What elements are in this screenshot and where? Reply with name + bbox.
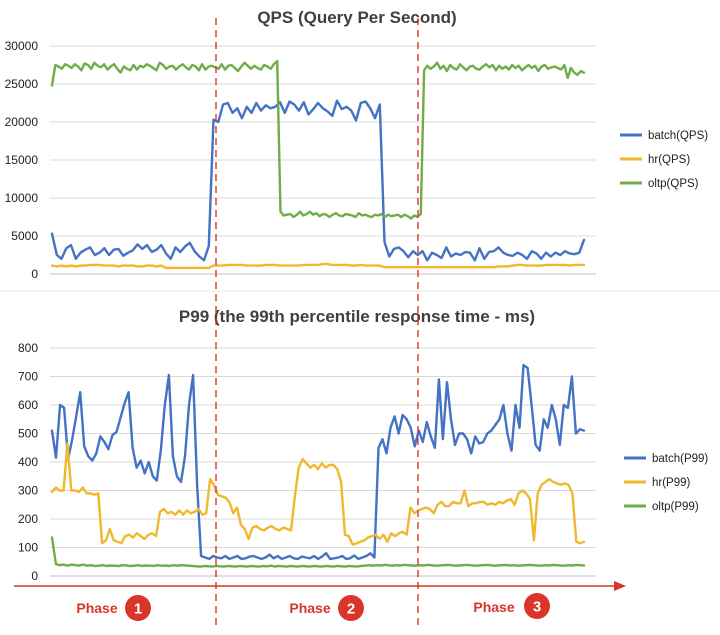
phase-1-label: Phase <box>76 600 117 616</box>
qps-legend-label: hr(QPS) <box>648 154 690 166</box>
phase-3-number: 3 <box>533 599 541 616</box>
p99-y-tick-label: 0 <box>31 569 38 583</box>
qps-chart-title: QPS (Query Per Second) <box>257 8 456 27</box>
phase-3-label: Phase <box>473 599 514 615</box>
p99-series-line-batchp99 <box>50 363 586 561</box>
qps-y-axis: 0 5000 10000 15000 20000 25000 30000 <box>5 39 39 281</box>
phase-1-badge <box>125 595 151 621</box>
p99-y-tick-label: 400 <box>18 455 38 469</box>
phase-2-label: Phase <box>289 600 330 616</box>
phase-3-badge <box>524 593 550 619</box>
qps-y-tick-label: 5000 <box>11 229 38 243</box>
phase-1-number: 1 <box>134 601 142 618</box>
qps-y-tick-label: 20000 <box>5 115 39 129</box>
p99-legend-label: oltp(P99) <box>652 501 699 513</box>
qps-y-tick-label: 0 <box>31 267 38 281</box>
p99-y-tick-label: 600 <box>18 398 38 412</box>
qps-y-tick-label: 10000 <box>5 191 39 205</box>
qps-y-tick-label: 15000 <box>5 153 39 167</box>
p99-y-tick-label: 700 <box>18 370 38 384</box>
qps-y-tick-label: 30000 <box>5 39 39 53</box>
qps-series-line-batchqps <box>50 99 586 262</box>
timeline-arrowhead <box>614 581 626 591</box>
qps-plot-area <box>50 60 586 270</box>
qps-legend-label: batch(QPS) <box>648 130 708 142</box>
p99-y-tick-label: 200 <box>18 512 38 526</box>
p99-y-tick-label: 100 <box>18 541 38 555</box>
p99-gridlines <box>50 347 596 577</box>
phase-2-number: 2 <box>347 601 355 618</box>
p99-series-line-oltpp99 <box>50 536 586 568</box>
p99-y-tick-label: 500 <box>18 427 38 441</box>
qps-legend: batch(QPS) hr(QPS) oltp(QPS) <box>620 130 708 190</box>
qps-gridlines <box>50 45 596 275</box>
qps-series-line-oltpqps <box>50 60 586 220</box>
p99-legend: batch(P99) hr(P99) oltp(P99) <box>624 453 708 513</box>
p99-y-tick-label: 800 <box>18 341 38 355</box>
p99-legend-label: hr(P99) <box>652 477 691 489</box>
phase-2-badge <box>338 595 364 621</box>
p99-legend-label: batch(P99) <box>652 453 708 465</box>
p99-y-tick-label: 300 <box>18 484 38 498</box>
qps-y-tick-label: 25000 <box>5 77 39 91</box>
p99-plot-area <box>50 363 586 568</box>
qps-legend-label: oltp(QPS) <box>648 178 699 190</box>
qps-series-line-hrqps <box>50 262 586 270</box>
p99-chart-title: P99 (the 99th percentile response time -… <box>179 307 535 326</box>
p99-series-line-hrp99 <box>50 442 586 546</box>
p99-y-axis: 0 100 200 300 400 500 600 700 800 <box>18 341 38 583</box>
